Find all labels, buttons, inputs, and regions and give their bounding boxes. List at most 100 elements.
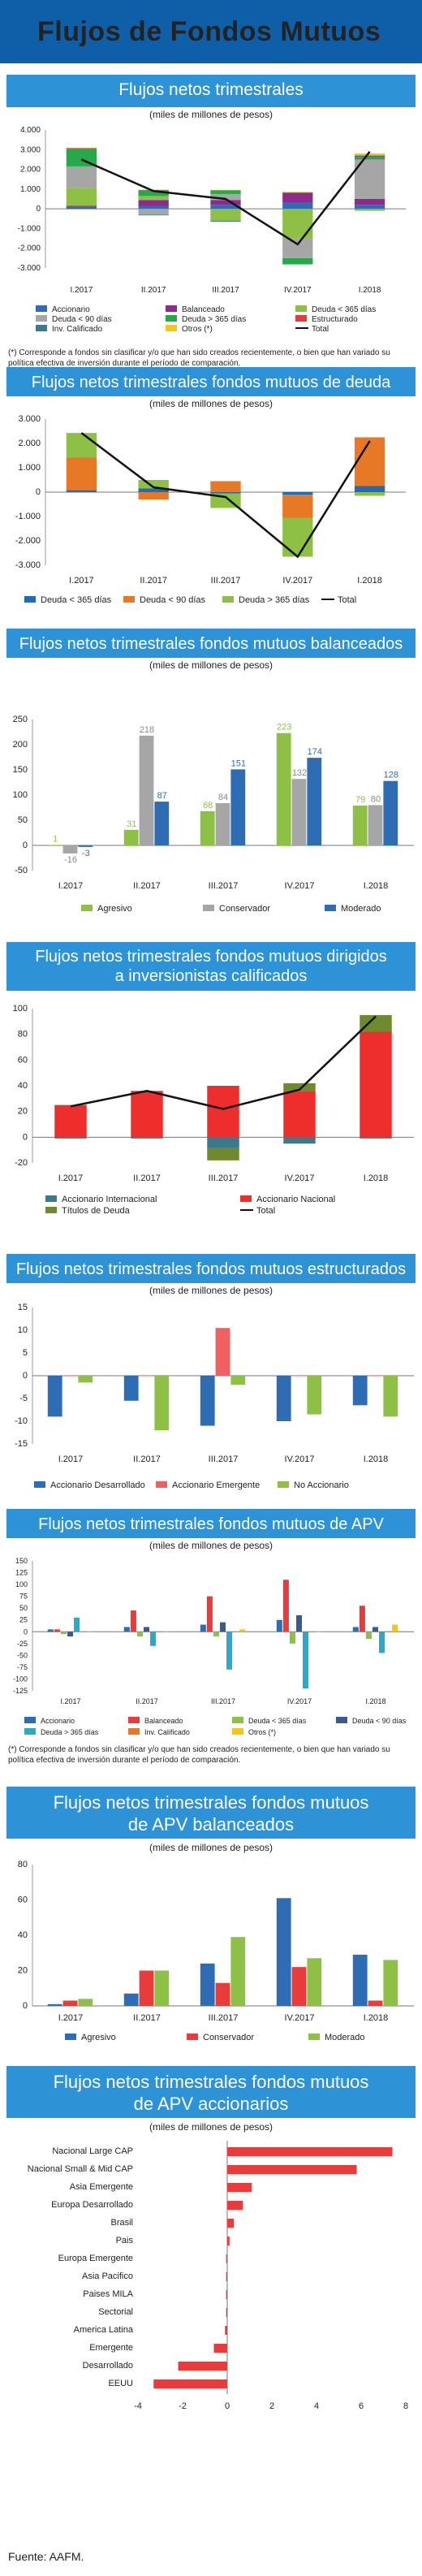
total-line bbox=[70, 1015, 377, 1110]
bar bbox=[219, 1622, 226, 1632]
legend-label: Otros (*) bbox=[182, 325, 213, 334]
bar bbox=[383, 1960, 398, 2006]
legend-label: Deuda < 90 días bbox=[140, 595, 206, 605]
y-tick-label: 3.000 bbox=[18, 414, 41, 424]
legend-swatch bbox=[295, 315, 307, 322]
section-title-3: Flujos netos trimestrales fondos mutuos … bbox=[6, 629, 416, 658]
bar bbox=[200, 1963, 215, 2006]
y-tick-label: 0 bbox=[36, 205, 41, 214]
category-label: Desarrollado bbox=[83, 2361, 133, 2371]
y-tick-label: -20 bbox=[15, 1158, 28, 1168]
x-tick-label: IV.2017 bbox=[285, 2013, 315, 2023]
bar bbox=[213, 2344, 227, 2353]
y-tick-label: 125 bbox=[15, 1569, 28, 1577]
section-subtitle-6: (miles de millones de pesos) bbox=[149, 1540, 273, 1551]
data-label: 1 bbox=[53, 834, 58, 844]
legend-label: No Accionario bbox=[294, 1480, 349, 1490]
category-label: Brasil bbox=[110, 2218, 133, 2228]
bar bbox=[354, 158, 385, 160]
y-tick-label: -1.000 bbox=[18, 224, 41, 233]
y-tick-label: 20 bbox=[18, 1107, 28, 1117]
y-tick-label: 150 bbox=[15, 1557, 28, 1565]
x-tick-label: I.2017 bbox=[58, 1454, 84, 1464]
y-tick-label: 1.000 bbox=[20, 185, 41, 194]
bar bbox=[282, 257, 313, 265]
chart-flujos-totales: 4.000 3.000 2.000 1.000 0 -1.000 -2.000 -3.000 I… bbox=[18, 126, 406, 295]
x-tick-label: I.2017 bbox=[60, 1697, 80, 1705]
bar bbox=[66, 205, 97, 207]
bar bbox=[139, 1376, 154, 1377]
legend-inv-calificados: Accionario Internacional Accionario Nacio… bbox=[45, 1195, 335, 1216]
bar bbox=[289, 1632, 295, 1644]
legend-label: Títulos de Deuda bbox=[62, 1206, 131, 1216]
bar bbox=[291, 779, 307, 845]
legend-label: Deuda < 365 días bbox=[248, 1717, 307, 1725]
legend-label: Moderado bbox=[341, 904, 381, 914]
bar bbox=[66, 188, 97, 206]
legend-swatch bbox=[222, 596, 234, 603]
bar bbox=[360, 1014, 392, 1032]
legend-swatch bbox=[325, 905, 336, 911]
legend-label: Estructurado bbox=[312, 315, 358, 324]
legend-swatch bbox=[128, 1728, 140, 1735]
data-label: 68 bbox=[203, 801, 213, 810]
legend-swatch bbox=[24, 1728, 36, 1735]
x-tick-label: III.2017 bbox=[209, 2013, 239, 2023]
bar bbox=[139, 735, 154, 845]
bar bbox=[54, 1104, 87, 1138]
y-tick-label: -15 bbox=[15, 1439, 28, 1449]
bar bbox=[210, 492, 241, 494]
bar bbox=[368, 1376, 383, 1377]
bar bbox=[227, 2219, 235, 2228]
bar bbox=[138, 480, 169, 489]
bar bbox=[282, 495, 313, 518]
bar bbox=[226, 2254, 227, 2263]
legend-swatch bbox=[123, 596, 135, 603]
y-tick-label: 3.000 bbox=[20, 145, 41, 154]
bar bbox=[215, 1328, 230, 1376]
page-title: Flujos de Fondos Mutuos bbox=[37, 16, 381, 47]
section-subtitle-1: (miles de millones de pesos) bbox=[149, 109, 273, 120]
bar bbox=[354, 199, 385, 205]
bar bbox=[207, 1086, 239, 1138]
bar bbox=[354, 205, 385, 210]
bar bbox=[282, 238, 313, 258]
bar bbox=[210, 220, 241, 222]
section-title-4: Flujos netos trimestrales fondos mutuos … bbox=[6, 942, 416, 991]
bar bbox=[282, 209, 313, 239]
y-tick-label: -100 bbox=[13, 1675, 28, 1683]
y-tick-label: 0 bbox=[23, 2001, 28, 2011]
chart-estructurados: 15 10 5 0 -5 -10 -15 I.2017 II.2017 III.2017 IV.20… bbox=[15, 1303, 414, 1464]
bar bbox=[66, 147, 97, 149]
x-tick-label: -2 bbox=[179, 2401, 187, 2411]
bar bbox=[295, 1614, 303, 1632]
y-tick-label: 100 bbox=[13, 790, 28, 800]
y-tick-label: 60 bbox=[18, 1055, 28, 1065]
legend-swatch bbox=[187, 2034, 198, 2040]
data-label: 218 bbox=[140, 725, 154, 735]
bar bbox=[307, 1958, 322, 2006]
bar bbox=[226, 2290, 227, 2299]
bar bbox=[200, 810, 215, 845]
bar bbox=[138, 214, 169, 216]
bar bbox=[282, 1580, 289, 1632]
x-tick-label: I.2017 bbox=[58, 881, 84, 891]
bar bbox=[66, 490, 97, 492]
chart-inv-calificados: 100 80 60 40 20 0 -20 I.2017 II.2017 III.2017 IV.2… bbox=[13, 1004, 414, 1183]
category-label: America Latina bbox=[74, 2325, 134, 2335]
y-tick-label: 50 bbox=[18, 815, 28, 825]
legend-swatch bbox=[308, 2034, 320, 2040]
x-tick-label: II.2017 bbox=[140, 576, 167, 586]
y-tick-label: -125 bbox=[13, 1687, 28, 1695]
bar bbox=[210, 200, 241, 205]
bar bbox=[123, 829, 139, 845]
bar bbox=[307, 1376, 322, 1415]
x-tick-label: IV.2017 bbox=[282, 576, 312, 586]
chart-apv-accionarios: Nacional Large CAP Nacional Small & Mid C… bbox=[28, 2141, 408, 2411]
section-subtitle-3: (miles de millones de pesos) bbox=[149, 659, 273, 671]
legend-swatch bbox=[36, 325, 47, 331]
y-tick-label: -50 bbox=[15, 866, 28, 875]
bar bbox=[130, 1610, 136, 1632]
bar bbox=[360, 1031, 392, 1138]
y-tick-label: 4.000 bbox=[20, 126, 41, 135]
